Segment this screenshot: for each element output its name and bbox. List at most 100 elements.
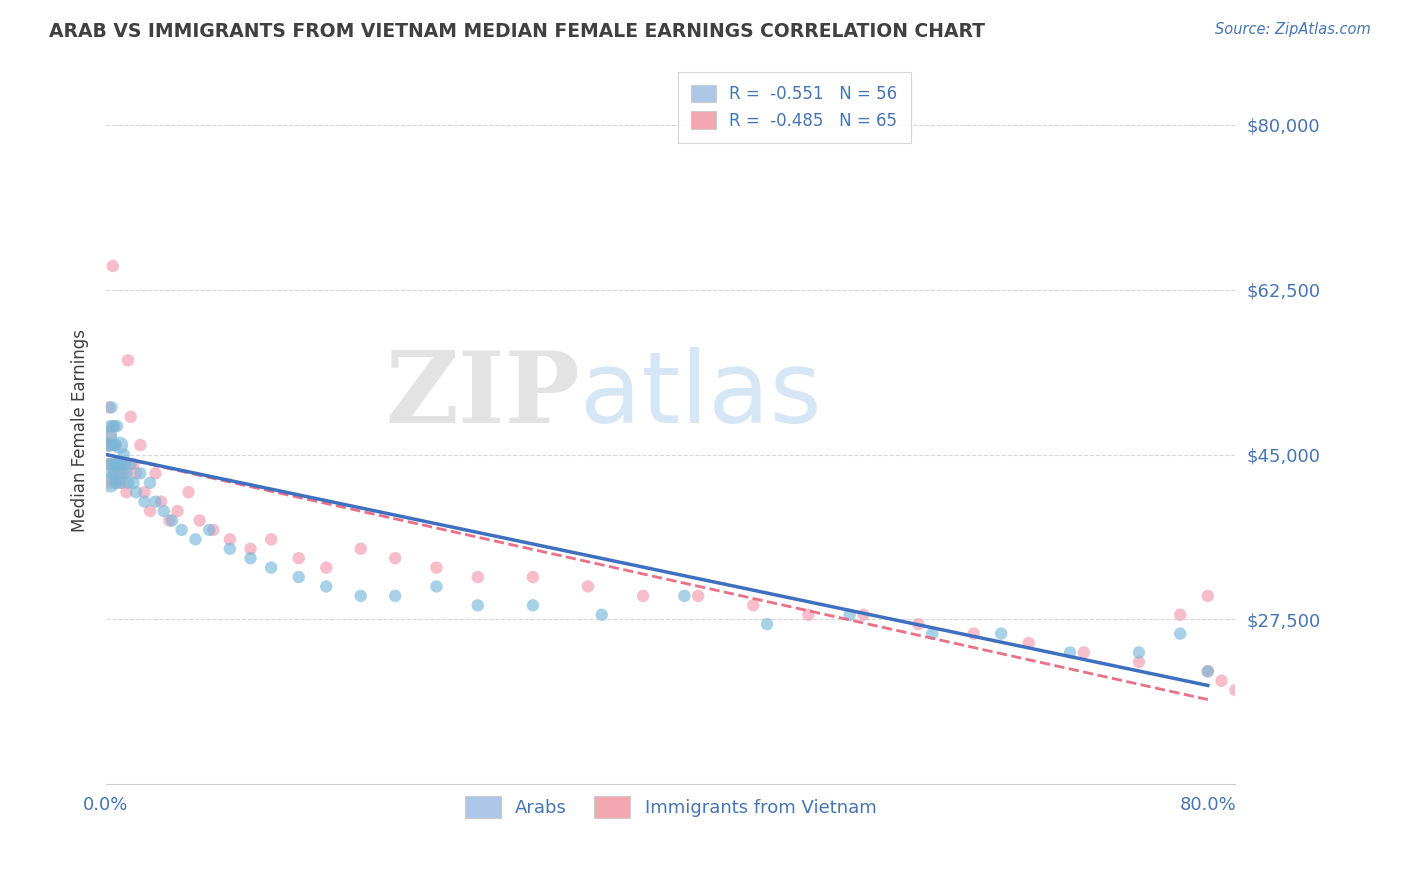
Point	[139, 475, 162, 490]
Point	[591, 607, 613, 622]
Point	[125, 485, 148, 500]
Point	[103, 467, 125, 481]
Point	[1225, 683, 1247, 698]
Point	[122, 457, 145, 471]
Point	[218, 541, 240, 556]
Point	[114, 467, 136, 481]
Point	[838, 607, 860, 622]
Point	[742, 599, 765, 613]
Point	[101, 259, 124, 273]
Point	[350, 541, 373, 556]
Point	[1168, 607, 1191, 622]
Point	[122, 475, 145, 490]
Point	[170, 523, 193, 537]
Point	[425, 560, 447, 574]
Point	[96, 438, 118, 452]
Point	[104, 438, 127, 452]
Point	[115, 485, 138, 500]
Point	[522, 570, 544, 584]
Point	[114, 457, 136, 471]
Point	[104, 475, 127, 490]
Text: atlas: atlas	[581, 347, 823, 444]
Point	[115, 467, 138, 481]
Point	[117, 353, 139, 368]
Point	[852, 607, 875, 622]
Point	[1197, 665, 1219, 679]
Point	[104, 475, 127, 490]
Point	[907, 617, 929, 632]
Text: ARAB VS IMMIGRANTS FROM VIETNAM MEDIAN FEMALE EARNINGS CORRELATION CHART: ARAB VS IMMIGRANTS FROM VIETNAM MEDIAN F…	[49, 22, 986, 41]
Point	[107, 457, 129, 471]
Point	[98, 475, 121, 490]
Point	[1265, 711, 1288, 725]
Point	[112, 457, 135, 471]
Point	[98, 475, 121, 490]
Point	[100, 401, 122, 415]
Point	[1211, 673, 1233, 688]
Point	[105, 457, 128, 471]
Point	[239, 541, 262, 556]
Point	[100, 457, 122, 471]
Point	[1168, 626, 1191, 640]
Point	[157, 514, 180, 528]
Point	[96, 428, 118, 442]
Point	[202, 523, 225, 537]
Point	[120, 457, 142, 471]
Point	[101, 438, 124, 452]
Point	[177, 485, 200, 500]
Point	[1073, 645, 1095, 659]
Point	[467, 599, 489, 613]
Point	[98, 428, 121, 442]
Point	[108, 467, 131, 481]
Text: Source: ZipAtlas.com: Source: ZipAtlas.com	[1215, 22, 1371, 37]
Point	[104, 438, 127, 452]
Point	[150, 494, 173, 508]
Point	[576, 579, 599, 593]
Text: ZIP: ZIP	[385, 347, 581, 444]
Point	[1128, 645, 1150, 659]
Point	[198, 523, 221, 537]
Point	[239, 551, 262, 566]
Point	[1237, 692, 1260, 706]
Point	[108, 438, 131, 452]
Point	[107, 457, 129, 471]
Point	[125, 467, 148, 481]
Point	[103, 467, 125, 481]
Legend: Arabs, Immigrants from Vietnam: Arabs, Immigrants from Vietnam	[457, 789, 884, 825]
Point	[797, 607, 820, 622]
Point	[287, 551, 309, 566]
Point	[1197, 665, 1219, 679]
Point	[111, 467, 134, 481]
Point	[1294, 731, 1316, 745]
Point	[97, 457, 120, 471]
Point	[384, 589, 406, 603]
Point	[120, 409, 142, 424]
Point	[129, 438, 152, 452]
Point	[105, 419, 128, 434]
Point	[117, 475, 139, 490]
Point	[260, 560, 283, 574]
Point	[756, 617, 779, 632]
Y-axis label: Median Female Earnings: Median Female Earnings	[72, 329, 89, 533]
Point	[1279, 721, 1302, 735]
Point	[260, 533, 283, 547]
Point	[287, 570, 309, 584]
Point	[101, 457, 124, 471]
Point	[145, 467, 167, 481]
Point	[673, 589, 696, 603]
Point	[100, 438, 122, 452]
Point	[134, 494, 156, 508]
Point	[315, 579, 337, 593]
Point	[1197, 589, 1219, 603]
Point	[160, 514, 183, 528]
Point	[350, 589, 373, 603]
Point	[152, 504, 174, 518]
Point	[425, 579, 447, 593]
Point	[467, 570, 489, 584]
Point	[990, 626, 1012, 640]
Point	[218, 533, 240, 547]
Point	[110, 457, 132, 471]
Point	[97, 401, 120, 415]
Point	[1059, 645, 1081, 659]
Point	[631, 589, 654, 603]
